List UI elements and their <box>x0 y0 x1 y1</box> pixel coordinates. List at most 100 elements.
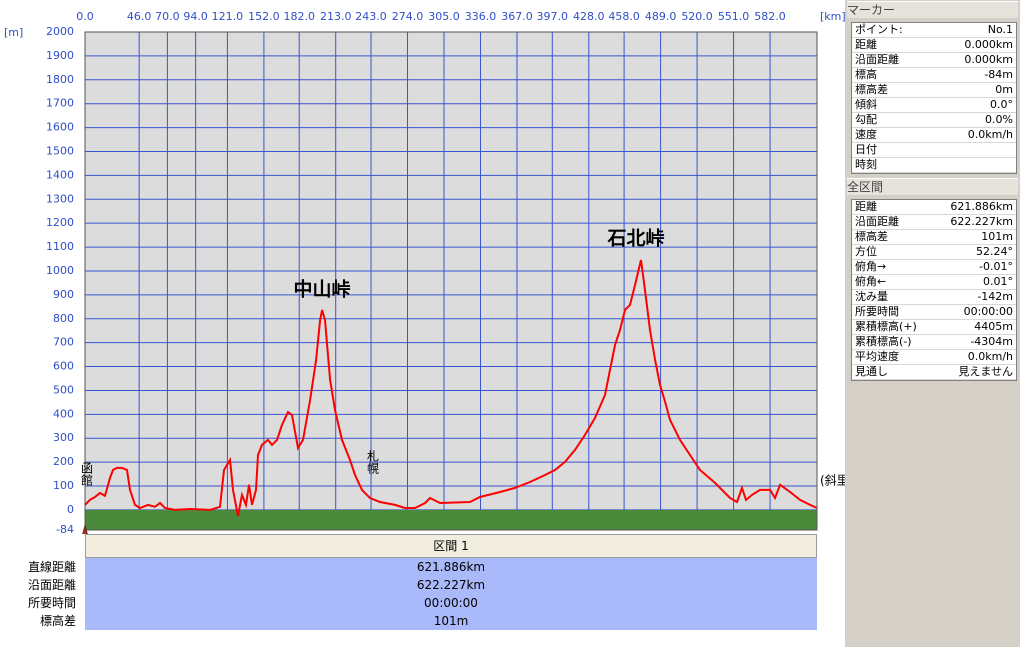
panel-row: 速度 0.0km/h <box>852 128 1016 143</box>
section-value: 622.227km <box>416 578 486 592</box>
annotation: 石北峠 <box>606 228 664 250</box>
panel-value: 見えません <box>958 365 1013 378</box>
section-label: 標高差 <box>39 614 76 628</box>
annotation: 中山峠 <box>293 278 350 301</box>
x-tick-label: 121.0 <box>212 10 244 23</box>
panel-row: 時刻 <box>852 158 1016 173</box>
x-tick-label: 367.0 <box>501 10 533 23</box>
y-tick-label: 1200 <box>46 216 74 229</box>
y-tick-label: 1000 <box>46 264 74 277</box>
panel-row: 平均速度 0.0km/h <box>852 350 1016 365</box>
section-value: 101m <box>433 614 469 628</box>
panel-label: 勾配 <box>855 113 877 126</box>
x-tick-label: 182.0 <box>283 10 315 23</box>
panel-label: 累積標高(-) <box>855 335 912 348</box>
panel-row: 日付 <box>852 143 1016 158</box>
y-tick-label: 100 <box>53 479 74 492</box>
panel-value: 0.000km <box>964 38 1013 51</box>
annotation: 札幌 <box>366 450 380 475</box>
y-tick-label: 1600 <box>46 121 74 134</box>
panel-label: 平均速度 <box>855 350 899 363</box>
section-row: 所要時間 00:00:00 <box>0 594 845 612</box>
panel-row: 沿面距離 622.227km <box>852 215 1016 230</box>
panel-row: 勾配 0.0% <box>852 113 1016 128</box>
panel-value: 52.24° <box>976 245 1013 258</box>
section-row: 標高差 101m <box>0 612 845 630</box>
panel-row: 方位 52.24° <box>852 245 1016 260</box>
panel-value: -0.01° <box>979 260 1013 273</box>
section-value: 621.886km <box>416 560 486 574</box>
panel-label: 日付 <box>855 143 877 156</box>
panel-value: No.1 <box>987 23 1013 36</box>
panel-value: -142m <box>977 290 1013 303</box>
y-tick-label: 1700 <box>46 97 74 110</box>
total-box: 距離 621.886km 沿面距離 622.227km 標高差 101m 方位 52.24° 俯… <box>851 199 1017 381</box>
panel-label: 沿面距離 <box>855 53 899 66</box>
panel-row: 俯角→ -0.01° <box>852 260 1016 275</box>
section-header[interactable]: 区間 1 <box>85 534 817 558</box>
panel-label: ポイント: <box>855 23 903 36</box>
panel-label: 速度 <box>855 128 877 141</box>
section-label: 沿面距離 <box>27 578 76 592</box>
panel-label: 時刻 <box>855 158 877 171</box>
x-tick-label: 0.0 <box>76 10 94 23</box>
plot-area <box>84 31 818 531</box>
y-tick-label: 500 <box>53 383 74 396</box>
panel-value: 101m <box>981 230 1013 243</box>
y-tick-label: -84 <box>56 523 74 534</box>
start-marker <box>82 524 88 534</box>
x-tick-label: 70.0 <box>155 10 180 23</box>
x-tick-label: 458.0 <box>608 10 640 23</box>
panel-row: 標高差 101m <box>852 230 1016 245</box>
panel-value: 0.01° <box>983 275 1013 288</box>
panel-label: 傾斜 <box>855 98 877 111</box>
panel-label: 沈み量 <box>855 290 888 303</box>
panel-label: 所要時間 <box>855 305 899 318</box>
y-tick-label: 1500 <box>46 144 74 157</box>
panel-label: 標高 <box>855 68 877 81</box>
panel-label: 標高差 <box>855 230 888 243</box>
panel-value: 00:00:00 <box>963 305 1013 318</box>
x-tick-label: 213.0 <box>320 10 352 23</box>
panel-row: 所要時間 00:00:00 <box>852 305 1016 320</box>
panel-value: 0.000km <box>964 53 1013 66</box>
x-tick-label: 428.0 <box>573 10 605 23</box>
panel-row: 傾斜 0.0° <box>852 98 1016 113</box>
panel-row: 沿面距離 0.000km <box>852 53 1016 68</box>
section-body <box>85 558 817 630</box>
panel-label: 俯角→ <box>855 260 887 273</box>
panel-value: 0m <box>995 83 1013 96</box>
section-value: 00:00:00 <box>424 596 478 610</box>
x-tick-label: 274.0 <box>392 10 424 23</box>
section-row: 沿面距離 622.227km <box>0 576 845 594</box>
panel-value: 622.227km <box>950 215 1013 228</box>
panel-value: 0.0% <box>985 113 1013 126</box>
y-tick-label: 200 <box>53 455 74 468</box>
x-tick-label: 46.0 <box>127 10 152 23</box>
annotation: 函館 <box>80 462 94 486</box>
total-title: 全区間 <box>847 178 1018 195</box>
x-unit: [km] <box>820 10 845 23</box>
x-tick-label: 489.0 <box>645 10 677 23</box>
x-tick-label: 243.0 <box>355 10 387 23</box>
panel-value: 0.0km/h <box>967 128 1013 141</box>
panel-label: 方位 <box>855 245 877 258</box>
panel-label: 俯角← <box>855 275 887 288</box>
elevation-line <box>84 259 818 517</box>
panel-label: 距離 <box>855 38 877 51</box>
panel-label: 累積標高(+) <box>855 320 917 333</box>
y-tick-label: 0 <box>67 503 74 516</box>
panel-row: 見通し 見えません <box>852 365 1016 380</box>
x-tick-label: 397.0 <box>537 10 569 23</box>
section-label: 所要時間 <box>27 596 76 610</box>
section-label: 直線距離 <box>27 560 76 574</box>
annotation: (斜里) <box>820 474 845 488</box>
y-tick-label: 600 <box>53 360 74 373</box>
y-tick-label: 300 <box>53 431 74 444</box>
y-unit: [m] <box>4 26 23 39</box>
panel-row: 沈み量 -142m <box>852 290 1016 305</box>
section-table: 区間 1 直線距離 621.886km 沿面距離 622.227km 所要時間 00:00… <box>0 534 845 647</box>
y-tick-label: 1100 <box>46 240 74 253</box>
section-row: 直線距離 621.886km <box>0 558 845 576</box>
